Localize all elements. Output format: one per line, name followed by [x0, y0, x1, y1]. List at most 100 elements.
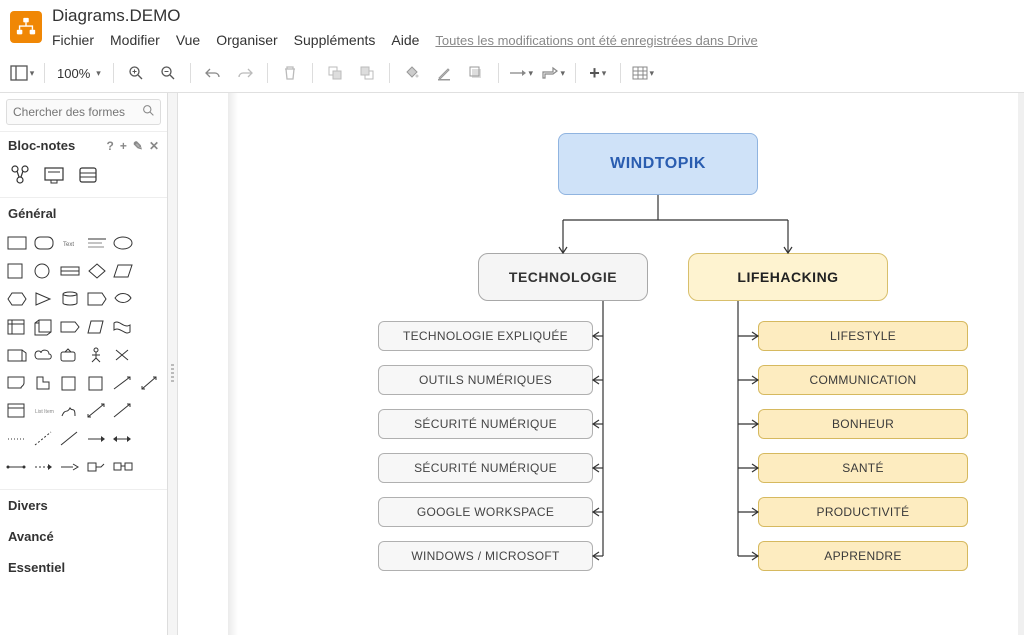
diagram-leaf-node[interactable]: TECHNOLOGIE EXPLIQUÉE — [378, 321, 593, 351]
scrollbar[interactable] — [1018, 93, 1024, 635]
sidebar-splitter[interactable] — [168, 93, 178, 635]
document-title[interactable]: Diagrams.DEMO — [52, 6, 758, 26]
section-essentiel[interactable]: Essentiel — [0, 552, 167, 583]
waypoint-button[interactable]: ▾ — [539, 60, 567, 86]
shape-stencil[interactable] — [33, 371, 56, 395]
diagram-leaf-node[interactable]: SÉCURITÉ NUMÉRIQUE — [378, 409, 593, 439]
diagram-leaf-node[interactable]: OUTILS NUMÉRIQUES — [378, 365, 593, 395]
diagram-leaf-node[interactable]: WINDOWS / MICROSOFT — [378, 541, 593, 571]
diagram-category-node[interactable]: LIFEHACKING — [688, 253, 888, 301]
shape-stencil[interactable] — [6, 399, 29, 423]
menu-aide[interactable]: Aide — [391, 32, 419, 48]
general-section-title[interactable]: Général — [0, 197, 167, 227]
shape-stencil[interactable] — [6, 371, 29, 395]
save-status[interactable]: Toutes les modifications ont été enregis… — [435, 33, 757, 48]
shape-stencil[interactable] — [112, 371, 135, 395]
shape-stencil[interactable] — [112, 343, 135, 367]
shape-stencil[interactable] — [59, 259, 82, 283]
section-avance[interactable]: Avancé — [0, 521, 167, 552]
shape-stencil[interactable] — [139, 231, 162, 255]
shape-stencil[interactable] — [86, 399, 109, 423]
app-logo[interactable] — [10, 11, 42, 43]
shape-stencil[interactable] — [112, 231, 135, 255]
section-divers[interactable]: Divers — [0, 490, 167, 521]
add-button[interactable]: +▾ — [584, 60, 612, 86]
shape-stencil[interactable] — [139, 455, 162, 479]
scratchpad-shape[interactable] — [42, 163, 66, 187]
shape-stencil[interactable] — [86, 371, 109, 395]
zoom-out-button[interactable] — [154, 60, 182, 86]
zoom-select[interactable]: 100% ▾ — [53, 66, 105, 81]
shape-stencil[interactable] — [112, 427, 135, 451]
plus-icon[interactable]: + — [120, 139, 127, 153]
shape-stencil[interactable] — [86, 455, 109, 479]
shape-stencil[interactable] — [112, 287, 135, 311]
menu-organiser[interactable]: Organiser — [216, 32, 277, 48]
shape-stencil[interactable] — [86, 231, 109, 255]
diagram-leaf-node[interactable]: SÉCURITÉ NUMÉRIQUE — [378, 453, 593, 483]
fill-color-button[interactable] — [398, 60, 426, 86]
shape-stencil[interactable] — [139, 287, 162, 311]
shape-stencil[interactable] — [86, 259, 109, 283]
shape-stencil[interactable] — [33, 343, 56, 367]
shape-stencil[interactable] — [112, 259, 135, 283]
shape-stencil[interactable]: List Item — [33, 399, 56, 423]
shape-stencil[interactable] — [33, 315, 56, 339]
shape-stencil[interactable] — [59, 343, 82, 367]
shape-stencil[interactable] — [59, 455, 82, 479]
diagram-leaf-node[interactable]: GOOGLE WORKSPACE — [378, 497, 593, 527]
shape-stencil[interactable] — [86, 343, 109, 367]
menu-supplements[interactable]: Suppléments — [294, 32, 376, 48]
shape-stencil[interactable] — [139, 343, 162, 367]
line-color-button[interactable] — [430, 60, 458, 86]
shape-stencil[interactable] — [59, 427, 82, 451]
diagram-category-node[interactable]: TECHNOLOGIE — [478, 253, 648, 301]
search-icon[interactable] — [142, 104, 155, 120]
shape-stencil[interactable] — [33, 231, 56, 255]
close-icon[interactable]: ✕ — [149, 139, 159, 153]
shape-stencil[interactable] — [33, 427, 56, 451]
shape-stencil[interactable] — [59, 315, 82, 339]
shape-search-input[interactable] — [6, 99, 161, 125]
shape-stencil[interactable] — [59, 399, 82, 423]
view-mode-button[interactable]: ▾ — [8, 60, 36, 86]
shape-stencil[interactable] — [59, 371, 82, 395]
shape-stencil[interactable] — [6, 315, 29, 339]
shape-stencil[interactable] — [139, 427, 162, 451]
shape-stencil[interactable] — [112, 455, 135, 479]
shape-stencil[interactable] — [112, 315, 135, 339]
shape-stencil[interactable] — [139, 259, 162, 283]
shape-stencil[interactable] — [139, 315, 162, 339]
diagram-leaf-node[interactable]: APPRENDRE — [758, 541, 968, 571]
menu-fichier[interactable]: Fichier — [52, 32, 94, 48]
diagram-root-node[interactable]: WINDTOPIK — [558, 133, 758, 195]
shape-stencil[interactable] — [33, 287, 56, 311]
shadow-button[interactable] — [462, 60, 490, 86]
zoom-in-button[interactable] — [122, 60, 150, 86]
diagram-leaf-node[interactable]: BONHEUR — [758, 409, 968, 439]
scratchpad-shape[interactable] — [76, 163, 100, 187]
diagram-leaf-node[interactable]: COMMUNICATION — [758, 365, 968, 395]
scratchpad-shape[interactable] — [8, 163, 32, 187]
shape-stencil[interactable] — [6, 343, 29, 367]
to-back-button[interactable] — [353, 60, 381, 86]
diagram-leaf-node[interactable]: LIFESTYLE — [758, 321, 968, 351]
undo-button[interactable] — [199, 60, 227, 86]
edit-icon[interactable]: ✎ — [133, 139, 143, 153]
shape-stencil[interactable] — [6, 287, 29, 311]
shape-stencil[interactable] — [33, 259, 56, 283]
shape-stencil[interactable]: Text — [59, 231, 82, 255]
diagram-leaf-node[interactable]: SANTÉ — [758, 453, 968, 483]
shape-stencil[interactable] — [59, 287, 82, 311]
diagram-leaf-node[interactable]: PRODUCTIVITÉ — [758, 497, 968, 527]
table-button[interactable]: ▾ — [629, 60, 657, 86]
shape-stencil[interactable] — [6, 259, 29, 283]
connection-button[interactable]: ▾ — [507, 60, 535, 86]
canvas[interactable]: WINDTOPIK TECHNOLOGIE LIFEHACKING TECHNOLOG… — [178, 93, 1024, 635]
shape-stencil[interactable] — [139, 399, 162, 423]
help-icon[interactable]: ? — [107, 139, 114, 153]
shape-stencil[interactable] — [6, 427, 29, 451]
shape-stencil[interactable] — [86, 287, 109, 311]
shape-stencil[interactable] — [6, 231, 29, 255]
delete-button[interactable] — [276, 60, 304, 86]
